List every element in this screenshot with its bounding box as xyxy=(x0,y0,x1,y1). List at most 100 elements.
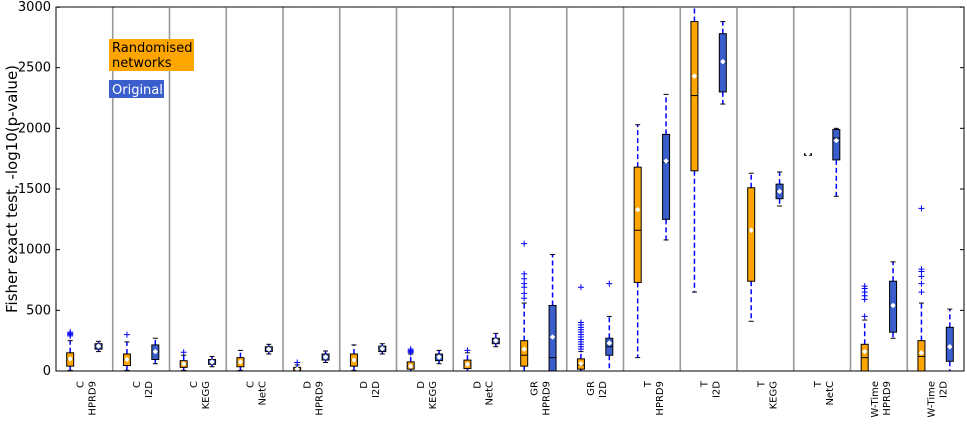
x-tick-label-7: DKEGG xyxy=(416,381,439,410)
x-tick-label-6: DI2D xyxy=(359,381,382,398)
legend-label: Randomised networks xyxy=(112,41,192,71)
mean-marker xyxy=(152,348,159,355)
box-iqr xyxy=(832,129,841,161)
mean-marker xyxy=(918,349,925,356)
randomised-box-8 xyxy=(463,347,472,372)
mean-marker xyxy=(719,58,726,65)
mean-marker xyxy=(351,357,357,363)
mean-marker xyxy=(663,158,669,164)
outlier-point xyxy=(521,270,528,277)
y-tick-label: 3000 xyxy=(18,0,51,15)
outlier-point xyxy=(918,266,925,273)
outlier-point xyxy=(577,284,584,291)
mean-marker xyxy=(265,346,272,353)
box-iqr xyxy=(520,340,529,367)
original-box-3 xyxy=(208,355,217,368)
x-tick-label-14: TNetC xyxy=(813,380,836,405)
x-tick-label-1: CHPRD9 xyxy=(75,381,98,416)
original-box-9 xyxy=(548,254,557,372)
x-tick-label-11: THPRD9 xyxy=(643,380,666,415)
mean-marker xyxy=(691,73,698,80)
original-box-13 xyxy=(775,171,784,207)
x-tick-label-10: GRI2D xyxy=(586,381,609,398)
x-tick-label-16: W-TimeI2D xyxy=(927,381,950,418)
randomised-box-14 xyxy=(803,150,812,157)
x-tick-label-8: DNetC xyxy=(473,381,496,406)
original-box-10 xyxy=(605,280,614,372)
randomised-box-4 xyxy=(236,349,245,371)
mean-marker xyxy=(946,343,953,350)
box-iqr xyxy=(633,166,642,283)
randomised-box-10 xyxy=(576,284,585,372)
y-tick-label: 500 xyxy=(26,303,51,318)
legend-label: Original xyxy=(112,83,163,98)
x-tick-label-4: CNetC xyxy=(246,381,269,406)
outlier-point xyxy=(918,205,925,212)
mean-marker xyxy=(833,137,840,144)
outlier-point xyxy=(861,313,868,320)
x-tick-label-13: TKEGG xyxy=(756,380,779,409)
mean-marker xyxy=(521,346,528,353)
x-tick-label-3: CKEGG xyxy=(189,381,212,409)
mean-marker xyxy=(237,359,244,365)
y-axis: 0 500 1000 1500 2000 2500 3000 xyxy=(18,0,964,379)
outlier-point xyxy=(606,280,613,287)
mean-marker xyxy=(549,334,556,340)
original-box-8 xyxy=(491,332,500,348)
outlier-point xyxy=(407,346,414,353)
outlier-point xyxy=(67,329,74,336)
y-axis-title: Fisher exact test, -log10(p-value) xyxy=(3,65,21,313)
mean-marker xyxy=(492,337,499,344)
mean-marker xyxy=(379,345,386,352)
original-box-1 xyxy=(94,340,103,353)
legend-entry-original: Original xyxy=(109,80,164,98)
outlier-point xyxy=(918,280,925,287)
outlier-point xyxy=(180,349,187,356)
x-tick-label-5: DHPRD9 xyxy=(302,381,325,416)
mean-marker xyxy=(748,227,755,234)
box-iqr xyxy=(747,187,756,282)
mean-marker xyxy=(95,343,102,349)
original-box-7 xyxy=(435,349,444,365)
mean-marker xyxy=(322,354,329,360)
mean-marker xyxy=(578,360,584,367)
outlier-point xyxy=(577,319,584,326)
y-tick-label: 0 xyxy=(43,364,51,379)
x-tick-label-15: W-TimeHPRD9 xyxy=(870,381,893,418)
randomised-box-16 xyxy=(917,205,926,372)
x-tick-label-12: TI2D xyxy=(700,380,723,398)
outlier-point xyxy=(521,240,528,247)
randomised-box-15 xyxy=(860,283,869,372)
outlier-point xyxy=(294,359,301,366)
outlier-point xyxy=(123,331,130,338)
original-box-11 xyxy=(662,93,671,241)
legend: Randomised networks Original xyxy=(109,39,194,98)
mean-marker xyxy=(606,340,613,346)
outlier-point xyxy=(464,347,471,354)
original-box-15 xyxy=(889,261,898,339)
y-tick-label: 2000 xyxy=(18,121,51,136)
box-iqr xyxy=(917,340,926,372)
legend-swatch xyxy=(109,80,164,98)
mean-marker xyxy=(464,361,471,368)
mean-marker xyxy=(180,360,187,367)
x-axis: CHPRD9 CI2D CKEGG CNetC DHPRD9 DI2D DKEGG DNetC… xyxy=(75,380,949,418)
randomised-box-12 xyxy=(690,6,699,293)
randomised-box-1 xyxy=(66,329,75,371)
mean-marker xyxy=(890,302,896,309)
outlier-point xyxy=(861,283,868,290)
x-tick-label-2: CI2D xyxy=(132,381,155,398)
original-box-14 xyxy=(832,127,841,197)
mean-marker xyxy=(294,366,301,373)
original-box-6 xyxy=(378,343,387,355)
x-tick-label-9: GRHPRD9 xyxy=(529,381,552,416)
outlier-point xyxy=(521,290,528,297)
y-tick-label: 1500 xyxy=(18,182,51,197)
original-box-5 xyxy=(321,350,330,364)
original-box-16 xyxy=(945,308,954,372)
mean-marker xyxy=(209,359,215,365)
randomised-box-3 xyxy=(179,349,188,371)
mean-marker xyxy=(805,150,811,157)
randomised-box-5 xyxy=(293,359,302,373)
